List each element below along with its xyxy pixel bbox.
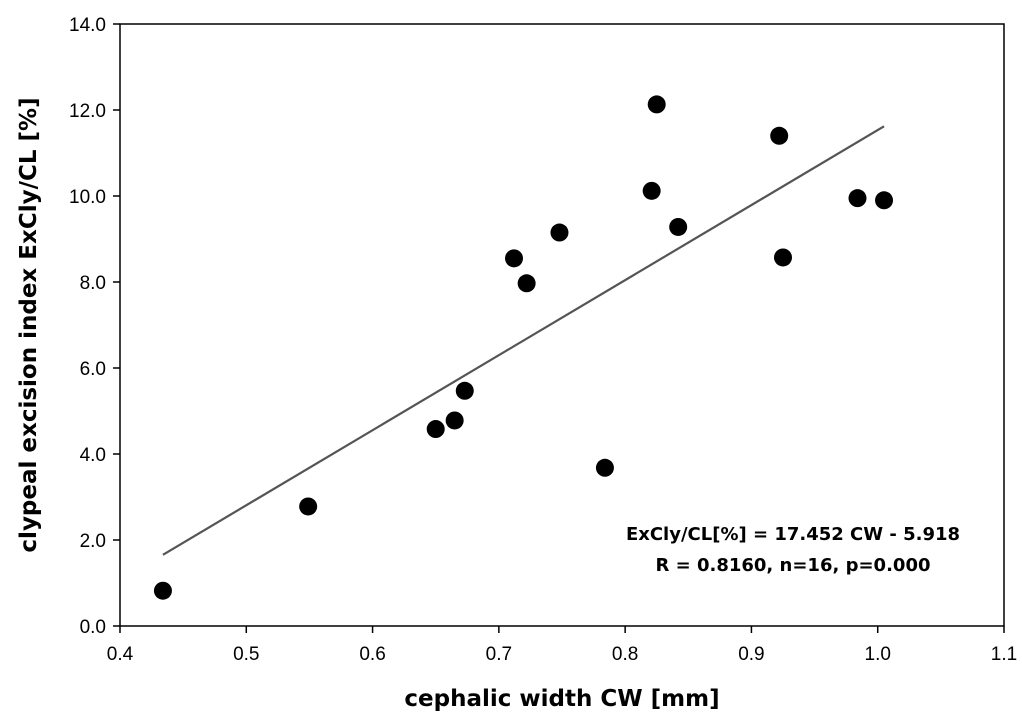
y-tick-label: 14.0 xyxy=(69,15,106,36)
data-point xyxy=(455,381,474,400)
data-point xyxy=(669,217,688,236)
trendline-group xyxy=(162,125,885,556)
y-tick-label: 8.0 xyxy=(80,273,106,294)
x-tick-label: 1.1 xyxy=(991,644,1017,665)
y-tick-label: 10.0 xyxy=(69,187,106,208)
x-tick-label: 0.7 xyxy=(486,644,512,665)
data-point xyxy=(595,458,614,477)
data-point xyxy=(505,249,524,268)
y-tick-label: 4.0 xyxy=(80,445,106,466)
plot-area xyxy=(119,23,1005,627)
data-point xyxy=(875,191,894,210)
y-tick-label: 2.0 xyxy=(80,531,106,552)
x-tick-label: 0.9 xyxy=(738,644,764,665)
data-point xyxy=(647,95,666,114)
y-tick-label: 12.0 xyxy=(69,101,106,122)
data-point xyxy=(445,411,464,430)
data-point xyxy=(770,126,789,145)
data-point xyxy=(153,581,172,600)
x-tick-label: 0.6 xyxy=(359,644,385,665)
x-axis-label: cephalic width CW [mm] xyxy=(404,686,719,712)
regression-equation: ExCly/CL[%] = 17.452 CW - 5.918 xyxy=(626,524,960,545)
data-point xyxy=(642,181,661,200)
x-tick-label: 0.8 xyxy=(612,644,638,665)
x-tick-label: 0.4 xyxy=(107,644,134,665)
data-point xyxy=(299,497,318,516)
y-tick-label: 0.0 xyxy=(80,617,106,638)
data-point xyxy=(774,248,792,267)
x-tick-label: 1.0 xyxy=(865,644,891,665)
data-points xyxy=(153,95,894,600)
data-point xyxy=(550,223,569,242)
y-axis-label: clypeal excision index ExCly/CL [%] xyxy=(16,97,42,552)
data-point xyxy=(426,420,445,439)
data-point xyxy=(517,274,536,293)
regression-stats: R = 0.8160, n=16, p=0.000 xyxy=(656,555,931,576)
x-tick-label: 0.5 xyxy=(233,644,259,665)
trendline xyxy=(162,125,885,556)
x-axis-ticks: 0.4 0.5 0.6 0.7 0.8 0.9 1.0 1.1 xyxy=(107,626,1017,665)
data-point xyxy=(848,189,867,208)
y-tick-label: 6.0 xyxy=(80,359,106,380)
y-axis-ticks: 0.0 2.0 4.0 6.0 8.0 10.0 12.0 14.0 xyxy=(69,15,120,638)
